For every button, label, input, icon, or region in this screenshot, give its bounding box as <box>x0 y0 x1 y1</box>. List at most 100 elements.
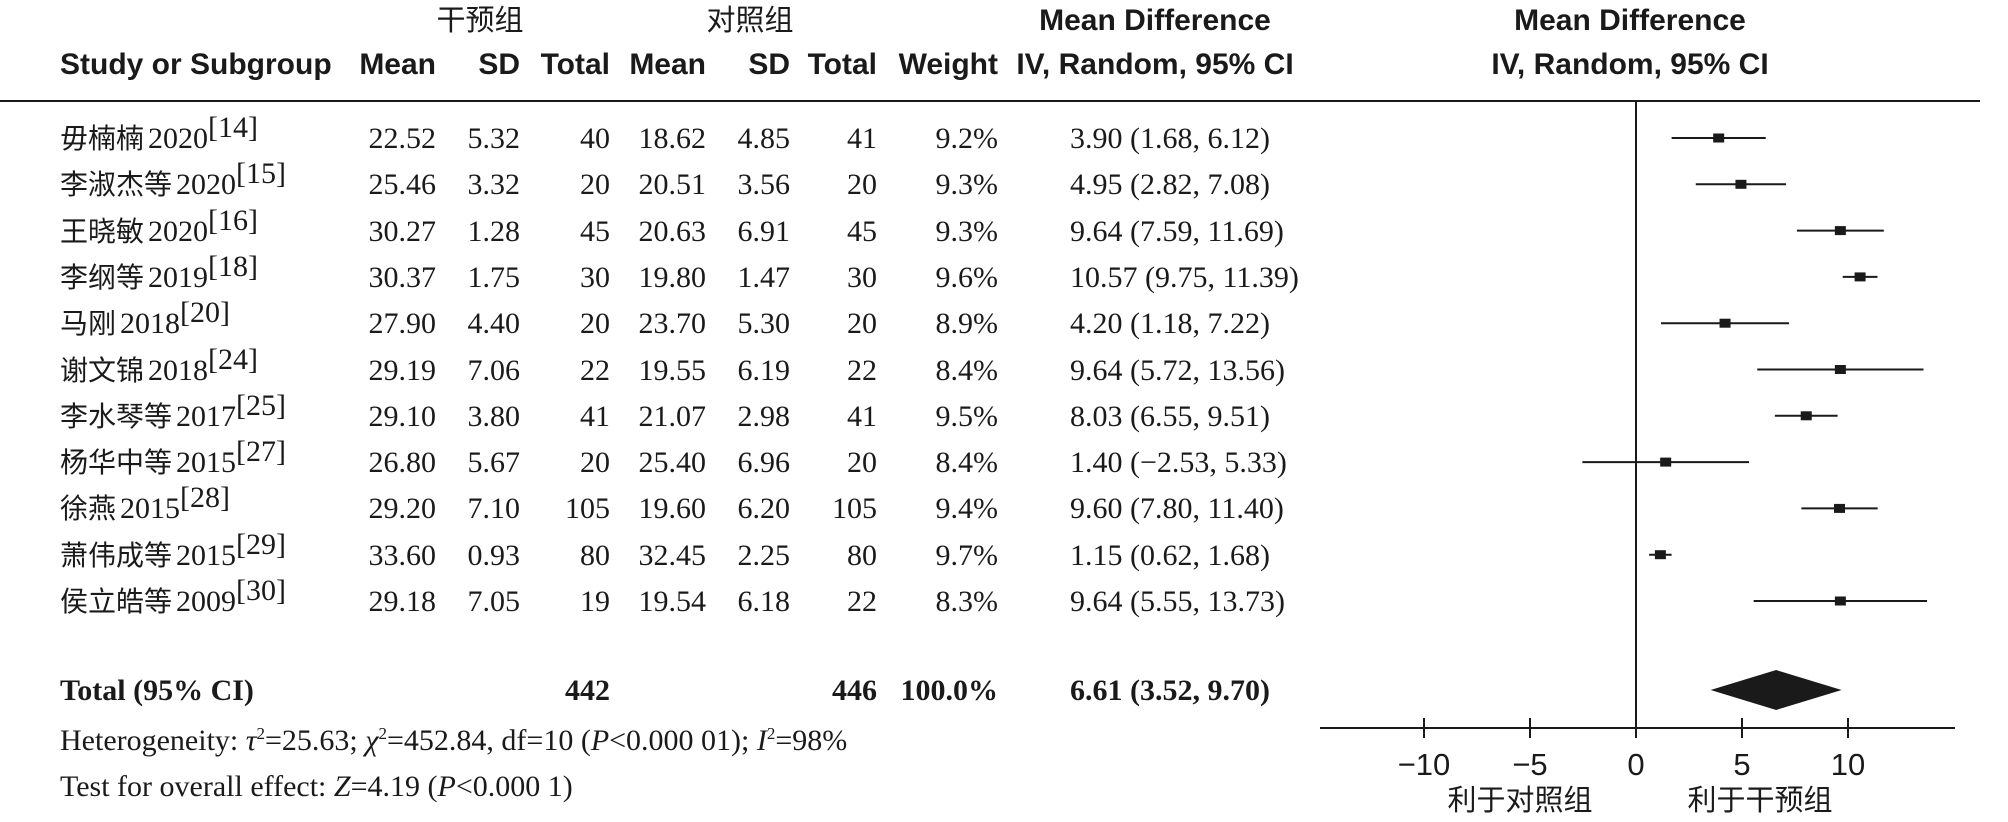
study-label: 侯立皓等 2009[30] <box>60 574 286 618</box>
total-e-total: 442 <box>565 674 610 707</box>
cell-e-total: 20 <box>580 446 610 480</box>
col-weight-header: Weight <box>898 48 998 81</box>
cell-c-total: 80 <box>847 538 877 572</box>
study-label: 李纲等 2019[18] <box>60 249 258 294</box>
study-label: 李淑杰等 2020[15] <box>60 157 286 202</box>
cell-weight: 8.9% <box>935 307 999 341</box>
cell-c-sd: 6.18 <box>737 585 791 618</box>
overall-effect-text: Test for overall effect: Z=4.19 (P<0.000… <box>60 770 573 803</box>
cell-c-total: 22 <box>847 353 877 387</box>
x-tick-label: 5 <box>1733 747 1750 782</box>
cell-e-mean: 29.20 <box>368 492 437 526</box>
cell-c-mean: 19.60 <box>638 492 707 526</box>
effect-marker <box>1660 457 1672 467</box>
cell-c-total: 20 <box>847 446 877 480</box>
cell-ci: 9.64 (5.72, 13.56) <box>1070 353 1285 387</box>
cell-e-total: 30 <box>580 260 610 294</box>
cell-c-mean: 20.51 <box>638 168 707 202</box>
cell-e-total: 40 <box>580 122 610 155</box>
md-column-title: Mean Difference <box>1039 4 1271 37</box>
cell-e-sd: 5.67 <box>467 446 521 480</box>
total-weight: 100.0% <box>900 674 999 707</box>
cell-c-sd: 6.96 <box>737 446 791 480</box>
cell-c-total: 41 <box>847 122 877 155</box>
plot-title: Mean Difference <box>1514 4 1746 37</box>
cell-ci: 1.15 (0.62, 1.68) <box>1070 538 1270 572</box>
pooled-diamond <box>1710 670 1842 710</box>
cell-c-total: 45 <box>847 214 877 248</box>
cell-c-mean: 20.63 <box>638 214 707 248</box>
cell-weight: 9.3% <box>935 214 999 248</box>
effect-marker <box>1834 365 1846 374</box>
cell-e-mean: 33.60 <box>368 538 437 572</box>
cell-e-mean: 26.80 <box>368 446 437 480</box>
cell-weight: 9.4% <box>935 492 999 526</box>
effect-marker <box>1654 550 1666 560</box>
x-tick-label: 0 <box>1627 747 1644 782</box>
total-ci: 6.61 (3.52, 9.70) <box>1070 674 1270 707</box>
study-label: 谢文锦 2018[24] <box>60 342 258 387</box>
cell-e-mean: 27.90 <box>368 307 437 341</box>
plot-subtitle: IV, Random, 95% CI <box>1491 48 1769 81</box>
cell-e-mean: 29.19 <box>368 353 437 387</box>
effect-marker <box>1713 133 1725 143</box>
cell-e-sd: 0.93 <box>467 538 521 572</box>
cell-weight: 9.5% <box>935 399 999 433</box>
col-study-header: Study or Subgroup <box>60 48 332 81</box>
cell-c-sd: 6.91 <box>737 214 791 248</box>
col-e-sd-header: SD <box>478 48 520 81</box>
cell-c-mean: 19.80 <box>638 260 707 294</box>
favours-intervention-label: 利于干预组 <box>1687 783 1833 817</box>
cell-e-total: 19 <box>580 585 610 618</box>
cell-e-total: 41 <box>580 399 610 433</box>
cell-c-mean: 25.40 <box>638 446 707 480</box>
cell-e-sd: 1.28 <box>467 214 521 248</box>
cell-weight: 8.3% <box>935 585 999 618</box>
cell-c-sd: 1.47 <box>737 260 791 294</box>
favours-control-label: 利于对照组 <box>1447 783 1593 817</box>
md-column-subtitle: IV, Random, 95% CI <box>1016 48 1294 81</box>
cell-weight: 9.3% <box>935 168 999 202</box>
cell-e-sd: 4.40 <box>467 307 521 341</box>
effect-marker <box>1719 318 1731 328</box>
cell-e-total: 80 <box>580 538 610 572</box>
study-label: 马刚 2018[20] <box>60 296 230 341</box>
cell-e-total: 45 <box>580 214 610 248</box>
cell-e-sd: 5.32 <box>467 122 521 155</box>
cell-c-mean: 32.45 <box>638 538 707 572</box>
cell-e-sd: 3.32 <box>467 168 521 202</box>
study-label: 王晓敏 2020[16] <box>60 203 258 248</box>
cell-c-total: 41 <box>847 399 877 433</box>
group-header-intervention: 干预组 <box>436 3 524 37</box>
cell-c-sd: 6.20 <box>737 492 791 526</box>
cell-c-mean: 19.55 <box>638 353 707 387</box>
header-rule <box>0 100 1980 102</box>
study-label: 徐燕 2015[28] <box>60 481 230 526</box>
cell-c-sd: 6.19 <box>737 353 791 387</box>
cell-e-mean: 30.27 <box>368 214 437 248</box>
cell-c-mean: 23.70 <box>638 307 707 341</box>
cell-e-total: 20 <box>580 307 610 341</box>
cell-ci: 1.40 (−2.53, 5.33) <box>1070 446 1287 480</box>
cell-e-sd: 1.75 <box>467 260 521 294</box>
effect-marker <box>1834 503 1846 513</box>
cell-e-sd: 3.80 <box>467 399 521 433</box>
cell-c-sd: 2.98 <box>737 399 791 433</box>
cell-e-mean: 29.10 <box>368 399 437 433</box>
cell-ci: 4.95 (2.82, 7.08) <box>1070 168 1270 202</box>
cell-c-mean: 19.54 <box>638 585 707 618</box>
group-header-control: 对照组 <box>706 3 794 37</box>
cell-c-sd: 4.85 <box>737 122 791 155</box>
total-c-total: 446 <box>832 674 877 707</box>
cell-c-sd: 3.56 <box>737 168 791 202</box>
cell-c-total: 20 <box>847 307 877 341</box>
heterogeneity-text: Heterogeneity: τ2=25.63; χ2=452.84, df=1… <box>60 724 848 757</box>
cell-e-sd: 7.05 <box>467 585 521 618</box>
cell-ci: 9.60 (7.80, 11.40) <box>1070 492 1284 526</box>
cell-c-total: 20 <box>847 168 877 202</box>
cell-c-sd: 2.25 <box>737 538 791 572</box>
cell-c-mean: 21.07 <box>638 399 707 433</box>
cell-ci: 10.57 (9.75, 11.39) <box>1070 260 1299 294</box>
cell-e-mean: 22.52 <box>368 122 437 155</box>
